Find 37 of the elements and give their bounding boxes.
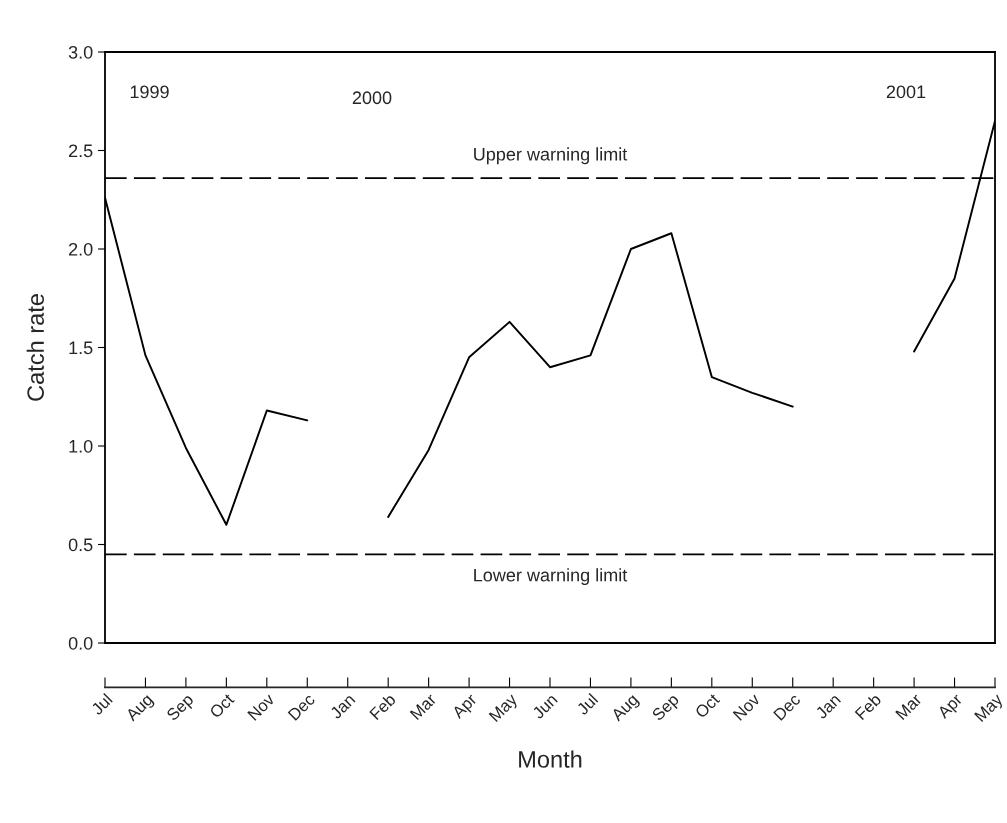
x-tick-label: Feb bbox=[854, 692, 882, 721]
y-tick-label: 1.0 bbox=[69, 439, 93, 453]
y-tick-label: 2.5 bbox=[69, 144, 93, 158]
x-tick-label: Jul bbox=[90, 692, 113, 716]
x-tick-label: Feb bbox=[368, 692, 397, 721]
x-tick-label: Dec bbox=[287, 692, 316, 721]
x-tick-label: Oct bbox=[208, 692, 235, 719]
x-tick-label: Mar bbox=[895, 692, 923, 721]
x-tick-label: Sep bbox=[651, 692, 682, 724]
x-tick-label: Aug bbox=[124, 693, 156, 725]
x-tick-label: Sep bbox=[165, 692, 197, 724]
x-tick-label: May bbox=[974, 692, 1006, 725]
x-tick-label: Jun bbox=[531, 693, 558, 720]
y-tick-label: 0.0 bbox=[68, 636, 93, 650]
x-tick-label: Jan bbox=[329, 693, 356, 720]
y-tick-label: 1.5 bbox=[69, 341, 93, 355]
x-tick-label: May bbox=[488, 692, 521, 725]
annotation: 1999 bbox=[130, 85, 169, 99]
x-tick-label: Nov bbox=[732, 692, 761, 721]
x-tick-label: Jul bbox=[575, 692, 599, 716]
x-tick-label: Jan bbox=[814, 693, 842, 720]
y-axis-title: Catch rate bbox=[26, 294, 44, 401]
x-tick-label: Apr bbox=[936, 692, 966, 722]
y-tick-label: 0.5 bbox=[68, 538, 93, 552]
y-tick-label: 3.0 bbox=[68, 45, 93, 59]
ref-line-label: Upper warning limit bbox=[474, 147, 628, 165]
x-tick-label: Oct bbox=[694, 692, 721, 719]
x-tick-label: Dec bbox=[773, 692, 802, 721]
x-tick-label: Apr bbox=[451, 692, 480, 722]
ref-line-label: Lower warning limit bbox=[474, 568, 628, 586]
x-tick-label: Aug bbox=[610, 693, 642, 725]
x-axis-title: Month bbox=[519, 750, 582, 768]
x-tick-label: Mar bbox=[409, 692, 438, 721]
y-tick-label: 2.0 bbox=[69, 242, 93, 256]
annotation: 2001 bbox=[886, 85, 926, 99]
x-tick-label: Nov bbox=[247, 692, 276, 721]
annotation: 2000 bbox=[352, 91, 392, 105]
